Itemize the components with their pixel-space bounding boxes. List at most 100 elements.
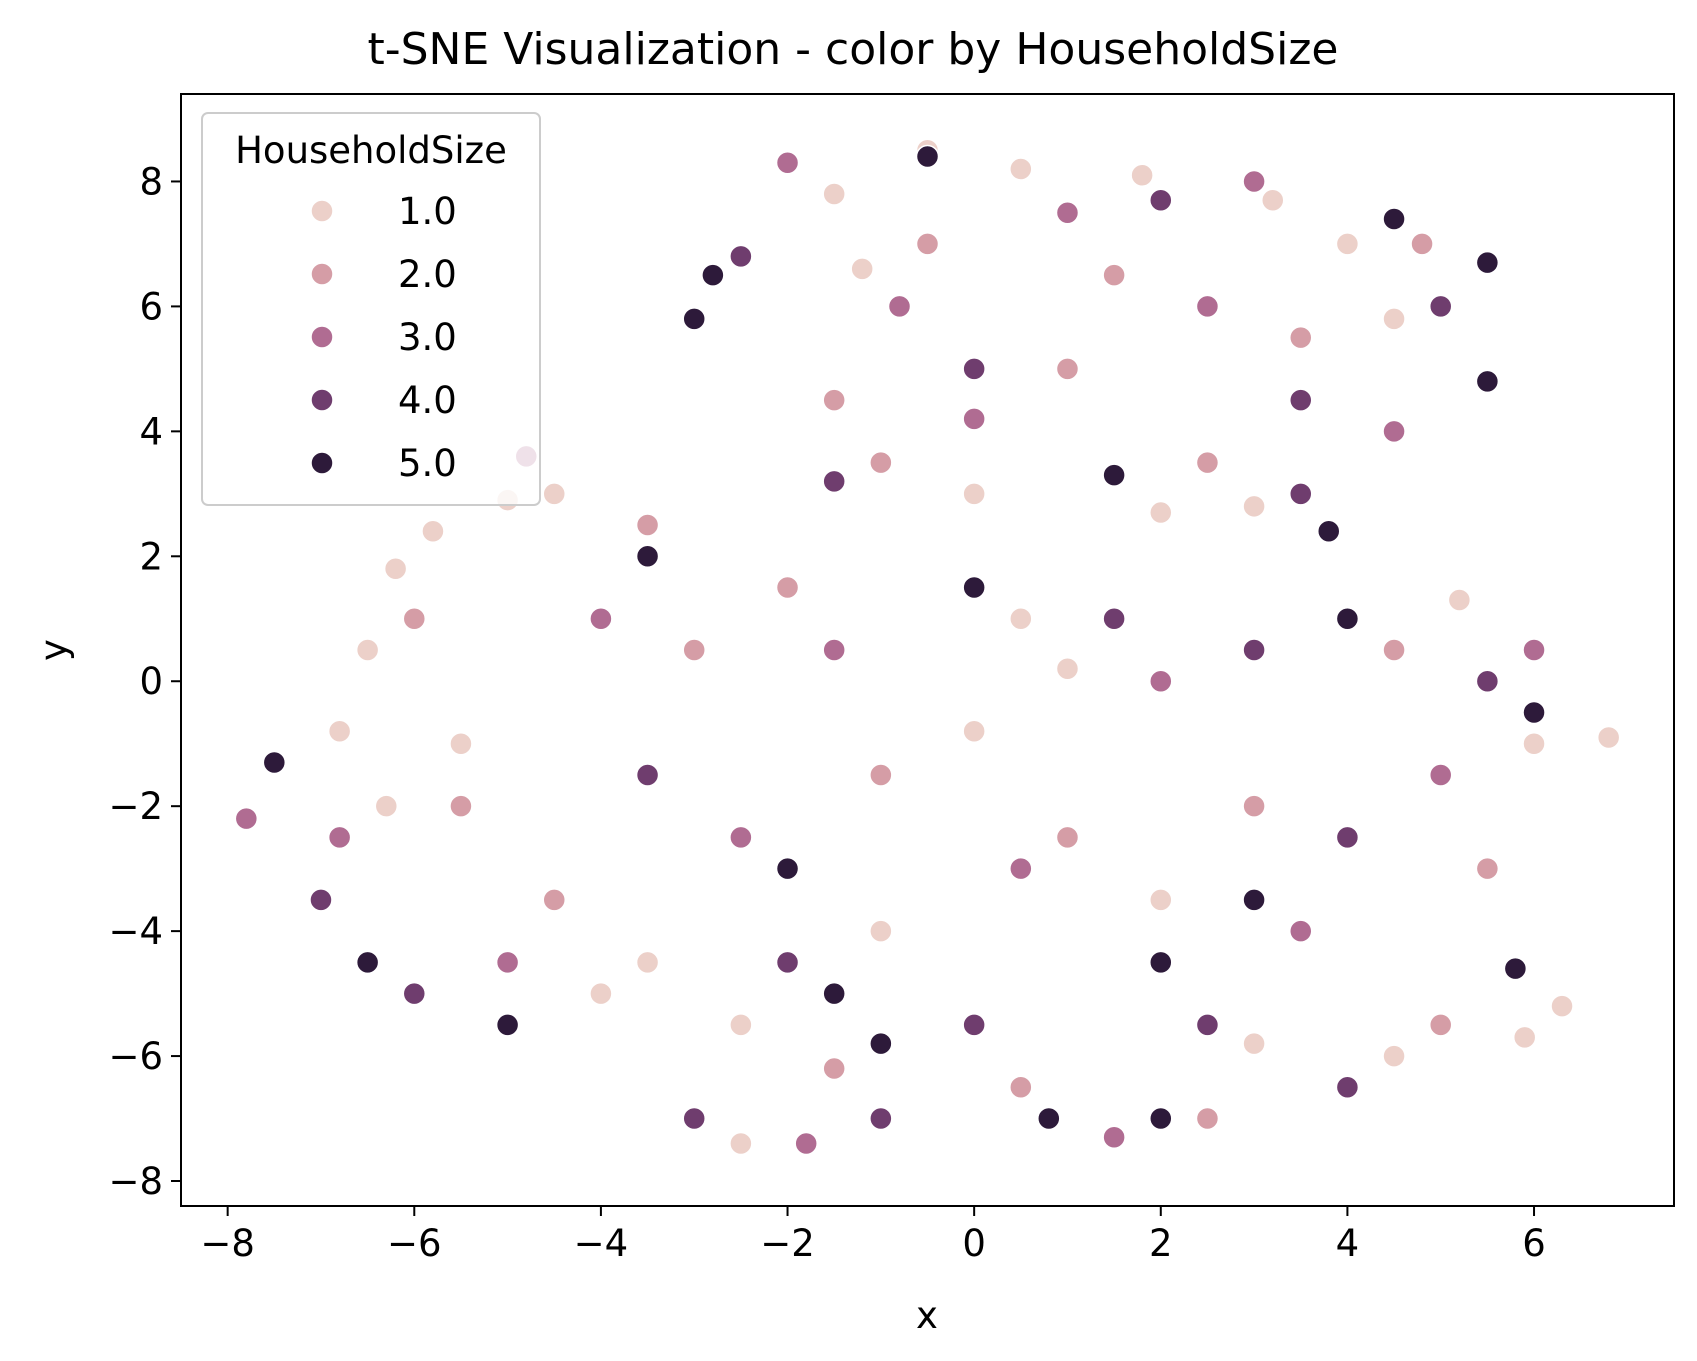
data-point-5.0	[1102, 463, 1126, 487]
data-point-1.0	[589, 981, 613, 1006]
legend-label: 3.0	[398, 316, 457, 359]
data-point-1.0	[1382, 1044, 1406, 1068]
data-point-5.0	[775, 856, 800, 881]
data-point-2.0	[449, 794, 473, 818]
y-tick-label: 4	[139, 410, 163, 453]
data-point-5.0	[822, 981, 846, 1006]
plot-frame	[180, 93, 1675, 1207]
data-point-1.0	[1149, 888, 1173, 912]
y-tick-label: −4	[108, 910, 163, 953]
data-point-2.0	[1382, 638, 1406, 662]
data-point-4.0	[729, 244, 753, 269]
legend-label: 5.0	[398, 442, 457, 485]
data-point-3.0	[1055, 200, 1080, 225]
legend-marker	[310, 325, 334, 349]
data-point-1.0	[1242, 1031, 1266, 1056]
data-point-4.0	[1428, 294, 1453, 319]
data-point-2.0	[1410, 232, 1434, 256]
data-point-2.0	[542, 888, 566, 912]
data-point-2.0	[1009, 1075, 1033, 1100]
x-tick-label: −6	[387, 1222, 442, 1265]
data-point-1.0	[1149, 500, 1173, 525]
data-point-1.0	[1447, 588, 1472, 612]
data-point-4.0	[822, 469, 846, 494]
x-tick-label: −8	[200, 1222, 255, 1265]
data-point-3.0	[794, 1131, 818, 1156]
data-point-2.0	[1055, 825, 1080, 850]
data-point-3.0	[729, 825, 753, 850]
data-point-3.0	[1522, 638, 1546, 662]
y-tick-label: 8	[139, 160, 163, 203]
data-point-5.0	[962, 575, 986, 600]
data-point-5.0	[355, 950, 380, 975]
data-point-2.0	[1102, 263, 1126, 287]
data-point-2.0	[869, 450, 893, 475]
legend-marker	[310, 388, 334, 412]
data-point-5.0	[1382, 207, 1406, 231]
data-point-1.0	[1382, 307, 1406, 331]
data-point-3.0	[1428, 763, 1453, 787]
legend-box	[201, 112, 541, 506]
data-point-1.0	[1550, 994, 1574, 1018]
data-point-3.0	[1102, 1125, 1126, 1150]
x-tick-label: 0	[962, 1222, 986, 1265]
x-tick-label: −2	[760, 1222, 815, 1265]
y-tick-label: 6	[139, 285, 163, 328]
data-point-1.0	[355, 638, 380, 662]
data-point-4.0	[682, 1106, 706, 1131]
data-point-5.0	[1242, 888, 1266, 912]
data-point-4.0	[1289, 482, 1313, 506]
data-point-1.0	[1335, 232, 1360, 256]
data-point-5.0	[262, 750, 287, 775]
data-point-1.0	[1522, 731, 1546, 756]
data-point-5.0	[635, 544, 660, 569]
data-point-5.0	[869, 1031, 893, 1056]
data-point-2.0	[1195, 450, 1220, 475]
data-point-5.0	[1475, 369, 1500, 394]
data-point-5.0	[1522, 700, 1546, 725]
data-point-3.0	[962, 407, 986, 431]
legend-marker	[310, 199, 334, 223]
legend-label: 1.0	[398, 190, 457, 233]
data-point-4.0	[1149, 188, 1173, 212]
x-tick-label: 6	[1522, 1222, 1546, 1265]
data-point-3.0	[775, 150, 800, 175]
data-point-1.0	[729, 1131, 753, 1156]
data-point-4.0	[1102, 607, 1126, 631]
data-point-4.0	[402, 981, 427, 1006]
x-tick-label: 4	[1336, 1222, 1360, 1265]
data-point-4.0	[1335, 1075, 1360, 1100]
data-point-1.0	[850, 257, 874, 281]
data-point-4.0	[1289, 388, 1313, 412]
data-point-2.0	[1055, 357, 1080, 381]
data-point-5.0	[1335, 607, 1360, 631]
data-point-3.0	[1242, 169, 1266, 194]
data-point-1.0	[1261, 188, 1285, 212]
data-point-1.0	[374, 794, 399, 818]
legend: HouseholdSize 1.0 2.0 3.0 4.0 5.0	[201, 112, 541, 506]
data-point-3.0	[327, 825, 352, 850]
data-point-2.0	[915, 232, 940, 256]
data-point-2.0	[822, 388, 846, 412]
data-point-5.0	[701, 263, 725, 287]
data-point-1.0	[1242, 494, 1266, 519]
data-point-1.0	[421, 519, 445, 544]
data-point-4.0	[635, 763, 660, 787]
data-point-4.0	[775, 950, 800, 975]
data-point-1.0	[1055, 656, 1080, 681]
data-point-3.0	[822, 638, 846, 662]
legend-marker	[310, 262, 334, 286]
data-point-1.0	[327, 719, 352, 743]
data-point-2.0	[1475, 856, 1500, 881]
data-point-3.0	[1289, 919, 1313, 943]
data-point-1.0	[1512, 1025, 1537, 1050]
data-point-4.0	[1242, 638, 1266, 662]
data-point-3.0	[1382, 419, 1406, 444]
data-point-5.0	[1475, 250, 1500, 275]
data-point-3.0	[234, 806, 259, 831]
data-point-5.0	[682, 307, 706, 331]
data-point-3.0	[495, 950, 520, 975]
data-point-2.0	[1289, 325, 1313, 350]
legend-label: 2.0	[398, 253, 457, 296]
